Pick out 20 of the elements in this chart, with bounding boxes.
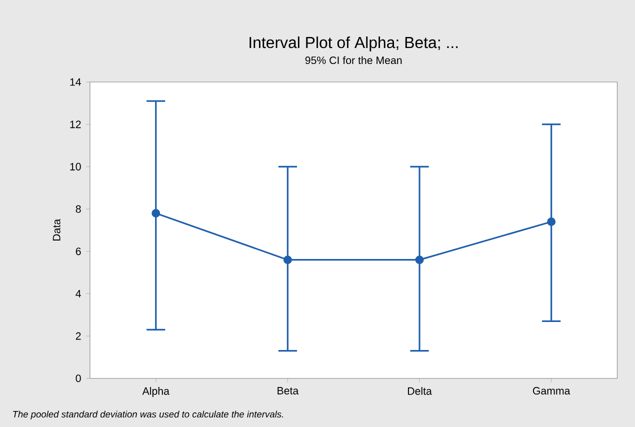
chart-subtitle: 95% CI for the Mean	[305, 56, 402, 64]
y-tick-label: 8	[76, 205, 81, 213]
chart-title: Interval Plot of Alpha; Beta; ...	[250, 36, 458, 52]
y-tick-label: 14	[70, 78, 81, 86]
point	[415, 256, 424, 264]
x-tick-label: Delta	[408, 386, 432, 395]
y-tick-label: 2	[76, 332, 81, 340]
y-tick-label: 10	[70, 162, 81, 170]
point	[283, 256, 292, 264]
text: The pooled standard deviation was used to calculate the intervals.	[13, 410, 283, 420]
point	[547, 217, 556, 226]
y-tick-label: 6	[76, 248, 81, 256]
x-tick-label: Gamma	[532, 386, 570, 395]
y-axis-title: Data	[52, 218, 60, 240]
x-tick-label: Alpha	[142, 386, 170, 397]
y-tick-label: 0	[76, 374, 81, 382]
point	[152, 208, 160, 218]
y-tick-label: 4	[76, 290, 81, 298]
x-tick-label: Beta	[278, 386, 299, 394]
y-tick-label: 12	[70, 120, 81, 128]
